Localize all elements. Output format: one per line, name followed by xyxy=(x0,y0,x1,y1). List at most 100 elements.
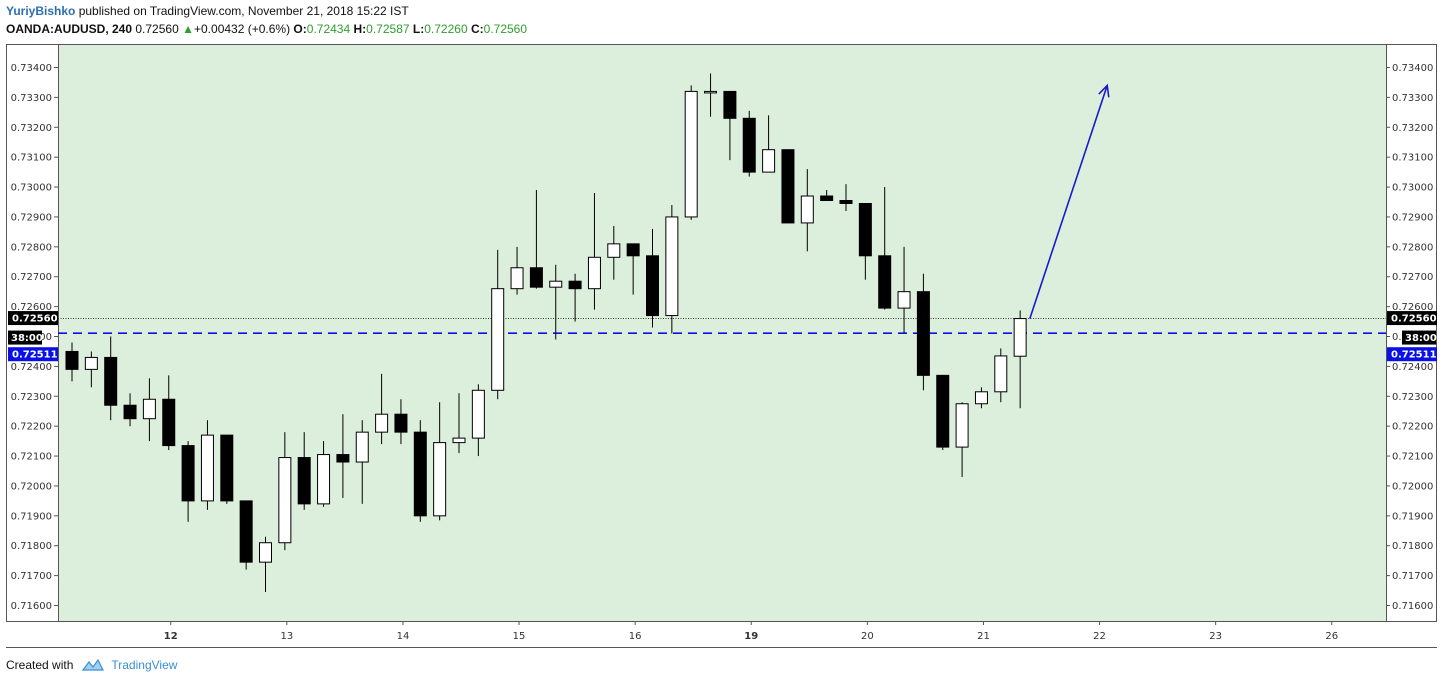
candle-body[interactable] xyxy=(742,117,756,173)
y-tick-label-right: 0.71800 xyxy=(1392,541,1433,552)
candle-body[interactable] xyxy=(626,243,640,257)
candle-body[interactable] xyxy=(433,442,447,517)
last-price-badge-right-bg xyxy=(1387,311,1437,326)
y-tick-label-left: 0.72300 xyxy=(11,392,52,403)
last-price-badge-right: 0.72560 xyxy=(1391,314,1437,325)
countdown-badge-bg xyxy=(1402,330,1436,345)
y-tick-label-right: 0.73200 xyxy=(1392,123,1433,134)
y-tick-label-right: 0.72300 xyxy=(1392,392,1433,403)
y-tick-label-left: 0.71700 xyxy=(11,571,52,582)
y-tick-label-right: 0.72400 xyxy=(1392,362,1433,373)
close-value: 0.72560 xyxy=(483,22,528,36)
candle-body[interactable] xyxy=(974,391,988,405)
y-tick-label-right: 0.73000 xyxy=(1392,183,1433,194)
candle-body[interactable] xyxy=(568,280,582,290)
candle-body[interactable] xyxy=(84,356,98,370)
candle-body[interactable] xyxy=(104,356,118,406)
publish-info: YuriyBishko published on TradingView.com… xyxy=(6,4,409,18)
candle-body[interactable] xyxy=(355,431,369,463)
author-link[interactable]: YuriyBishko xyxy=(6,4,76,18)
y-tick-label-right: 0.71600 xyxy=(1392,601,1433,612)
candle-body[interactable] xyxy=(684,90,698,218)
candle-body[interactable] xyxy=(510,267,524,290)
published-text: published on TradingView.com, November 2… xyxy=(75,4,409,18)
candle-body[interactable] xyxy=(897,291,911,309)
x-tick-label: 15 xyxy=(513,631,526,642)
x-tick-label: 14 xyxy=(397,631,410,642)
open-value: 0.72434 xyxy=(306,22,351,36)
candle-body[interactable] xyxy=(336,454,350,463)
y-tick-label-left: 0.73000 xyxy=(11,183,52,194)
candle-body[interactable] xyxy=(607,243,621,258)
y-tick-label-right: 0.71700 xyxy=(1392,571,1433,582)
candle-body[interactable] xyxy=(297,457,311,505)
y-tick-label-right: 0.72200 xyxy=(1392,422,1433,433)
candle-body[interactable] xyxy=(781,149,795,224)
high-value: 0.72587 xyxy=(366,22,410,36)
symbol-label: OANDA:AUDUSD, 240 xyxy=(6,22,133,36)
y-tick-label-right: 0.73100 xyxy=(1392,153,1433,164)
y-tick-label-left: 0.73400 xyxy=(11,63,52,74)
y-tick-label-left: 0.72200 xyxy=(11,422,52,433)
tradingview-logo[interactable]: TradingView xyxy=(81,658,177,672)
candle-body[interactable] xyxy=(723,90,737,119)
candle-body[interactable] xyxy=(665,216,679,317)
candle-body[interactable] xyxy=(375,413,389,433)
low-label: L: xyxy=(412,22,425,36)
y-tick-label-right: 0.71900 xyxy=(1392,511,1433,522)
countdown-badge-bg xyxy=(8,330,42,345)
candle-body[interactable] xyxy=(220,434,234,502)
x-tick-label: 19 xyxy=(744,631,758,642)
candle-body[interactable] xyxy=(820,195,834,202)
candle-body[interactable] xyxy=(65,350,79,370)
close-label: C: xyxy=(470,22,484,36)
candle-body[interactable] xyxy=(549,280,563,288)
tradingview-cloud-icon xyxy=(82,658,105,671)
candle-body[interactable] xyxy=(529,267,543,288)
candle-body[interactable] xyxy=(587,256,601,290)
y-tick-label-right: 0.73300 xyxy=(1392,93,1433,104)
candle-body[interactable] xyxy=(181,445,195,502)
candle-body[interactable] xyxy=(259,542,272,563)
candle-body[interactable] xyxy=(878,255,892,309)
candle-body[interactable] xyxy=(936,374,950,448)
x-tick-label: 16 xyxy=(629,631,642,642)
ohlc-legend: OANDA:AUDUSD, 240 0.72560 ▲+0.00432 (+0.… xyxy=(6,22,527,36)
candle-body[interactable] xyxy=(955,403,969,448)
candle-body[interactable] xyxy=(413,431,427,517)
candle-body[interactable] xyxy=(646,255,659,317)
candle-body[interactable] xyxy=(394,413,408,433)
candle-body[interactable] xyxy=(452,437,466,444)
candle-body[interactable] xyxy=(1013,318,1027,357)
candle-body[interactable] xyxy=(858,202,872,257)
candle-body[interactable] xyxy=(762,149,776,173)
y-tick-label-left: 0.71800 xyxy=(11,541,52,552)
x-tick-label: 20 xyxy=(861,631,874,642)
candle-body[interactable] xyxy=(471,389,485,439)
support-price-badge-right: 0.72511 xyxy=(1391,350,1437,361)
candle-body[interactable] xyxy=(800,195,814,224)
y-tick-label-left: 0.72600 xyxy=(11,302,52,313)
candle-body[interactable] xyxy=(491,288,505,391)
candle-body[interactable] xyxy=(317,454,331,505)
candle-body[interactable] xyxy=(278,457,292,544)
projection-arrow-line[interactable] xyxy=(1029,85,1108,319)
y-tick-label-right: 0.72600 xyxy=(1392,302,1433,313)
candle-body[interactable] xyxy=(239,500,253,563)
y-tick-label-right: 0.72800 xyxy=(1392,242,1433,253)
high-label: H: xyxy=(353,22,367,36)
candle-body[interactable] xyxy=(916,291,930,376)
candle-body[interactable] xyxy=(200,434,214,502)
y-tick-label-left: 0.71600 xyxy=(11,601,52,612)
candle-body[interactable] xyxy=(142,398,156,420)
y-tick-label-left: 0.72900 xyxy=(11,212,52,223)
candle-body[interactable] xyxy=(162,398,176,447)
candle-body[interactable] xyxy=(123,404,137,420)
candle-body[interactable] xyxy=(704,90,718,94)
y-tick-label-left: 0.72800 xyxy=(11,242,52,253)
candle-body[interactable] xyxy=(839,200,853,204)
y-tick-label-right: 0.73400 xyxy=(1392,63,1433,74)
support-price-badge-left: 0.72511 xyxy=(12,350,58,361)
candle-body[interactable] xyxy=(994,355,1008,393)
